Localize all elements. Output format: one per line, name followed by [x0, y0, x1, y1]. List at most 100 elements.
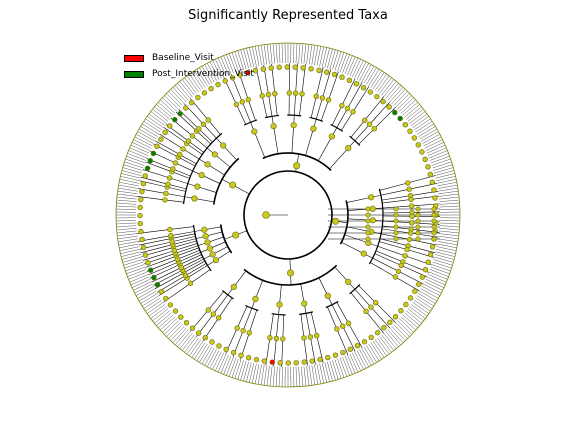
leaf-tick: [430, 155, 450, 164]
leaf-node: [432, 195, 438, 201]
leaf-tick: [368, 69, 380, 87]
leaf-node: [419, 149, 425, 155]
leaf-node: [407, 128, 413, 134]
leaf-tick: [300, 43, 304, 64]
sub-arc: [374, 239, 381, 253]
leaf-tick: [407, 308, 424, 322]
sub-branch: [200, 241, 226, 253]
leaf-tick: [383, 332, 397, 349]
taxon-node: [365, 236, 371, 242]
leaf-tick: [429, 269, 449, 277]
leaf-tick: [368, 343, 380, 361]
leaf-tick: [347, 56, 356, 76]
leaf-tick: [117, 233, 138, 237]
leaf-tick: [424, 139, 443, 149]
leaf-tick: [327, 48, 333, 69]
taxon-node: [431, 230, 437, 236]
leaf-tick: [393, 324, 408, 339]
leaf-node: [145, 259, 151, 266]
leaf-tick: [314, 364, 319, 385]
leaf-tick: [137, 288, 156, 299]
leaf-tick: [407, 108, 424, 122]
taxon-node: [204, 239, 211, 246]
taxon-node: [307, 334, 314, 340]
leaf-branch: [338, 334, 349, 355]
taxon-node: [365, 206, 371, 212]
leaf-tick: [439, 202, 460, 205]
leaf-tick: [438, 193, 459, 197]
leaf-tick: [124, 161, 144, 169]
leaf-node: [158, 288, 165, 295]
taxon-node: [365, 212, 371, 218]
leaf-branch: [323, 69, 332, 93]
leaf-tick: [439, 225, 460, 228]
taxon-node: [232, 231, 240, 239]
leaf-tick: [207, 349, 217, 367]
leaf-node: [261, 358, 268, 364]
leaf-tick: [398, 318, 414, 333]
taxon-node: [167, 226, 173, 233]
taxon-node: [194, 183, 201, 190]
legend-item-post-intervention: Post_Intervention_Visit: [124, 66, 254, 82]
leaf-tick: [184, 77, 197, 94]
leaf-tick: [118, 238, 138, 243]
taxon-node: [350, 109, 356, 115]
leaf-tick: [337, 358, 345, 378]
leaf-tick: [425, 142, 444, 151]
leaf-tick: [409, 306, 426, 319]
leaf-tick: [426, 144, 446, 154]
leaf-node-post-intervention: [397, 115, 403, 122]
taxon-node: [251, 128, 258, 135]
leaf-branch: [369, 315, 384, 334]
leaf-tick: [434, 256, 454, 263]
leaf-branch: [145, 257, 171, 268]
leaf-tick: [389, 327, 404, 343]
leaf-tick: [439, 227, 460, 231]
leaf-tick: [140, 293, 158, 304]
leaf-branch: [374, 311, 390, 329]
leaf-node-post-intervention: [154, 282, 161, 288]
leaf-tick: [410, 113, 428, 126]
taxon-node: [180, 146, 186, 152]
leaf-node: [367, 89, 374, 95]
leaf-branch: [145, 161, 167, 170]
leaf-node: [425, 164, 431, 170]
leaf-node: [398, 308, 404, 314]
leaf-tick: [416, 295, 434, 307]
leaf-tick: [237, 360, 244, 380]
leaf-tick: [189, 73, 202, 91]
leaf-tick: [405, 106, 422, 120]
leaf-tick: [436, 248, 456, 254]
leaf-tick: [422, 286, 440, 296]
leaf-node: [339, 74, 345, 80]
sub-arc: [271, 313, 286, 316]
sub-branch: [346, 226, 382, 235]
sub-arc: [243, 119, 258, 126]
taxon-node: [409, 220, 415, 226]
leaf-node: [308, 66, 314, 72]
leaf-tick: [303, 43, 307, 64]
leaf-tick: [306, 44, 310, 65]
leaf-tick: [121, 170, 142, 176]
leaf-node: [292, 64, 298, 70]
node-layer: [137, 64, 439, 366]
leaf-node: [429, 244, 436, 250]
leaf-node: [427, 171, 434, 178]
leaf-tick: [249, 47, 255, 67]
sub-branch: [198, 158, 225, 176]
taxon-node: [206, 245, 213, 252]
taxon-node: [431, 218, 437, 224]
leaf-node-baseline: [245, 69, 251, 76]
leaf-tick: [251, 46, 257, 67]
taxon-node: [402, 253, 408, 259]
leaf-node: [229, 75, 236, 81]
legend-item-baseline: Baseline_Visit: [124, 50, 254, 66]
leaf-tick: [217, 353, 227, 373]
leaf-tick: [137, 131, 156, 142]
taxon-node: [196, 126, 202, 132]
sub-branch: [197, 236, 224, 246]
leaf-node-post-intervention: [147, 158, 153, 164]
sub-arc: [222, 290, 234, 300]
taxon-node: [210, 311, 217, 317]
leaf-tick: [191, 340, 204, 358]
